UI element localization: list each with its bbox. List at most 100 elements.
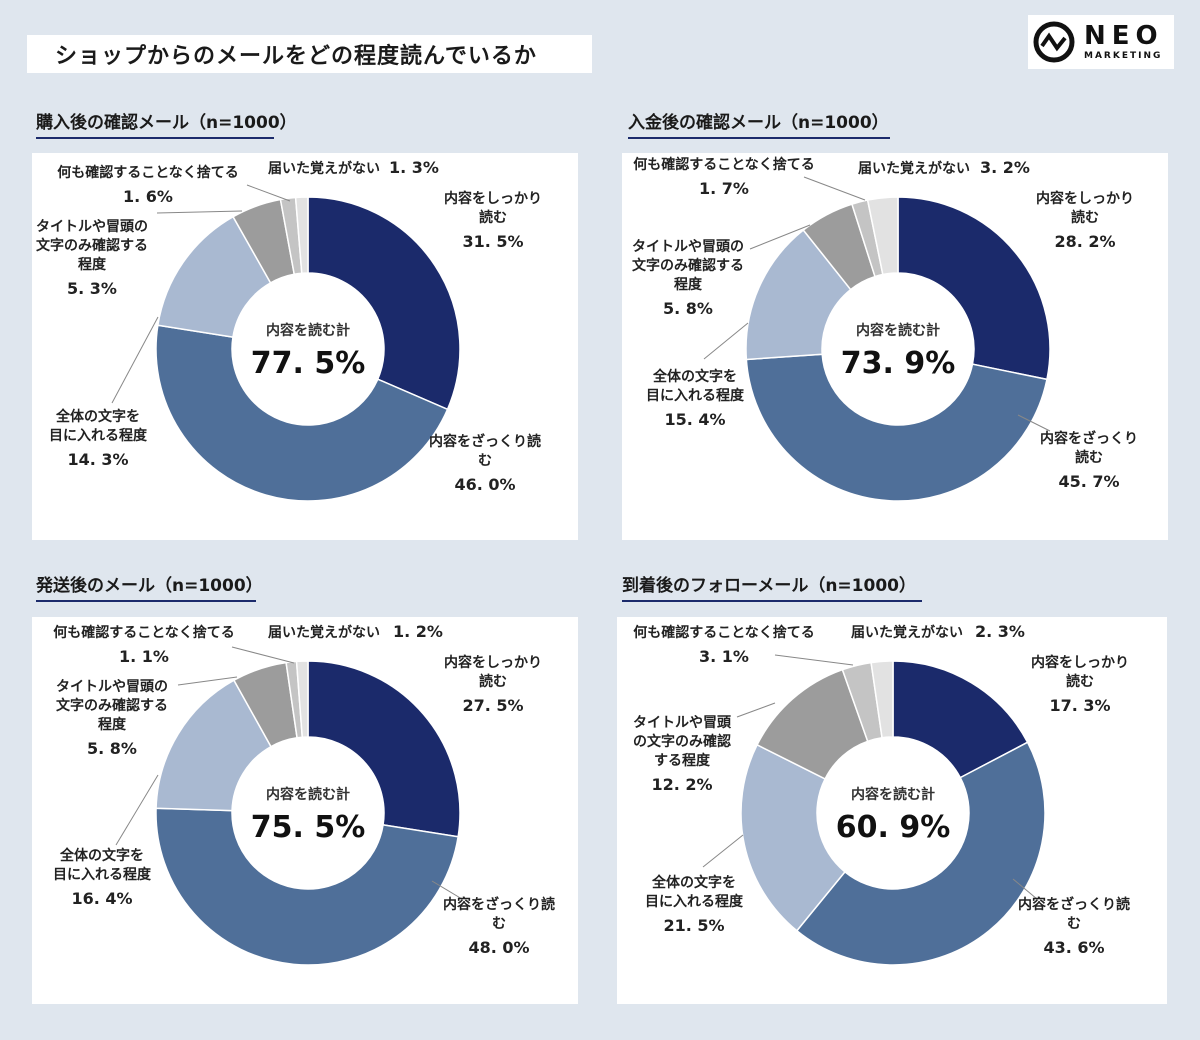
- svg-text:の文字のみ確認: の文字のみ確認: [633, 733, 731, 750]
- svg-text:全体の文字を: 全体の文字を: [55, 408, 140, 425]
- svg-text:文字のみ確認する: 文字のみ確認する: [56, 697, 168, 714]
- logo-subtitle: MARKETING: [1084, 51, 1163, 61]
- slice-read-carefully: [897, 196, 1051, 381]
- svg-text:全体の文字を: 全体の文字を: [59, 847, 144, 864]
- logo-mark-icon: [1033, 21, 1075, 63]
- svg-text:読む: 読む: [1075, 449, 1103, 466]
- svg-text:2. 3%: 2. 3%: [975, 622, 1025, 641]
- svg-text:46. 0%: 46. 0%: [454, 475, 515, 494]
- svg-text:内容をざっくり読: 内容をざっくり読: [443, 896, 555, 913]
- svg-text:読む: 読む: [479, 209, 507, 226]
- slice-not-received: [870, 660, 894, 739]
- svg-text:5. 8%: 5. 8%: [663, 299, 713, 318]
- leader-line-glance-whole: [111, 316, 159, 404]
- label-not-received: 届いた覚えがない 3. 2%: [858, 158, 1030, 177]
- center-label: 内容を読む計: [266, 786, 350, 803]
- leader-line-skim: [1017, 414, 1051, 432]
- slice-read-carefully: [892, 660, 1029, 779]
- svg-text:27. 5%: 27. 5%: [462, 696, 523, 715]
- svg-text:21. 5%: 21. 5%: [663, 916, 724, 935]
- svg-text:文字のみ確認する: 文字のみ確認する: [632, 257, 744, 274]
- label-not-received: 届いた覚えがない 1. 3%: [268, 158, 439, 177]
- center-value: 75. 5%: [251, 810, 366, 845]
- slice-skim: [155, 807, 459, 966]
- slice-not-received: [295, 660, 309, 739]
- center-value: 77. 5%: [251, 346, 366, 381]
- svg-text:届いた覚えがない: 届いた覚えがない: [851, 624, 963, 641]
- slice-skim: [795, 741, 1046, 966]
- svg-text:何も確認することなく捨てる: 何も確認することなく捨てる: [633, 156, 815, 173]
- slice-not-received: [866, 196, 899, 276]
- slice-glance-whole: [740, 743, 846, 932]
- svg-text:読む: 読む: [1066, 673, 1094, 690]
- page-title: ショップからのメールをどの程度読んでいるか: [27, 35, 592, 73]
- svg-text:程度: 程度: [674, 276, 703, 293]
- svg-text:内容をざっくり読: 内容をざっくり読: [429, 433, 541, 450]
- svg-text:程度: 程度: [98, 716, 127, 733]
- chart-4-title: 到着後のフォローメール（n=1000）: [622, 571, 922, 602]
- leader-line-glance-whole: [703, 322, 749, 360]
- leader-line-discard: [803, 176, 866, 201]
- slice-glance-whole: [155, 679, 272, 812]
- slice-read-carefully: [307, 660, 461, 838]
- svg-text:タイトルや冒頭: タイトルや冒頭: [633, 714, 732, 731]
- chart-1-title: 購入後の確認メール（n=1000）: [36, 108, 297, 139]
- svg-text:む: む: [492, 916, 506, 932]
- leader-line-title-only: [736, 702, 776, 718]
- svg-text:内容をしっかり: 内容をしっかり: [1031, 654, 1129, 671]
- slice-skim: [155, 324, 449, 502]
- chart-2-panel: 内容を読む計 73. 9% 内容をしっかり 読む 28. 2% 内容をざっくり 読む 45. …: [622, 153, 1168, 540]
- leader-line-glance-whole: [702, 834, 744, 868]
- center-value: 73. 9%: [841, 346, 956, 381]
- svg-text:程度: 程度: [78, 256, 107, 273]
- svg-text:1. 3%: 1. 3%: [389, 158, 439, 177]
- label-not-received: 届いた覚えがない 2. 3%: [851, 622, 1025, 641]
- label-discard: 何も確認することなく捨てる 1. 1%: [53, 624, 235, 666]
- svg-text:3. 1%: 3. 1%: [699, 647, 749, 666]
- leader-line-title-only: [177, 676, 238, 686]
- svg-text:15. 4%: 15. 4%: [664, 410, 725, 429]
- center-label: 内容を読む計: [851, 786, 935, 803]
- svg-text:全体の文字を: 全体の文字を: [651, 874, 736, 891]
- chart-3-panel: 内容を読む計 75. 5% 内容をしっかり 読む 27. 5% 内容をざっくり読む 48. …: [32, 617, 578, 1004]
- logo-word: NEO: [1084, 21, 1164, 51]
- leader-line-skim: [1012, 878, 1038, 900]
- svg-text:む: む: [478, 453, 492, 469]
- svg-text:届いた覚えがない: 届いた覚えがない: [268, 160, 380, 177]
- svg-text:内容をしっかり: 内容をしっかり: [1036, 190, 1134, 207]
- label-not-received: 届いた覚えがない 1. 2%: [268, 622, 443, 641]
- svg-text:1. 6%: 1. 6%: [123, 187, 173, 206]
- svg-text:何も確認することなく捨てる: 何も確認することなく捨てる: [57, 164, 239, 181]
- svg-text:内容をざっくり: 内容をざっくり: [1040, 430, 1138, 447]
- svg-text:45. 7%: 45. 7%: [1058, 472, 1119, 491]
- svg-text:31. 5%: 31. 5%: [462, 232, 523, 251]
- leader-line-discard: [246, 184, 291, 202]
- svg-text:目に入れる程度: 目に入れる程度: [49, 427, 148, 444]
- svg-text:何も確認することなく捨てる: 何も確認することなく捨てる: [53, 624, 235, 641]
- svg-text:43. 6%: 43. 6%: [1043, 938, 1104, 957]
- svg-text:16. 4%: 16. 4%: [71, 889, 132, 908]
- svg-text:内容をしっかり: 内容をしっかり: [444, 654, 542, 671]
- svg-text:全体の文字を: 全体の文字を: [652, 368, 737, 385]
- svg-text:何も確認することなく捨てる: 何も確認することなく捨てる: [633, 624, 815, 641]
- svg-text:14. 3%: 14. 3%: [67, 450, 128, 469]
- svg-text:読む: 読む: [1071, 209, 1099, 226]
- center-value: 60. 9%: [836, 810, 951, 845]
- svg-text:する程度: する程度: [654, 752, 711, 769]
- slice-skim: [745, 353, 1048, 502]
- leader-line-title-only: [156, 210, 243, 214]
- svg-text:1. 1%: 1. 1%: [119, 647, 169, 666]
